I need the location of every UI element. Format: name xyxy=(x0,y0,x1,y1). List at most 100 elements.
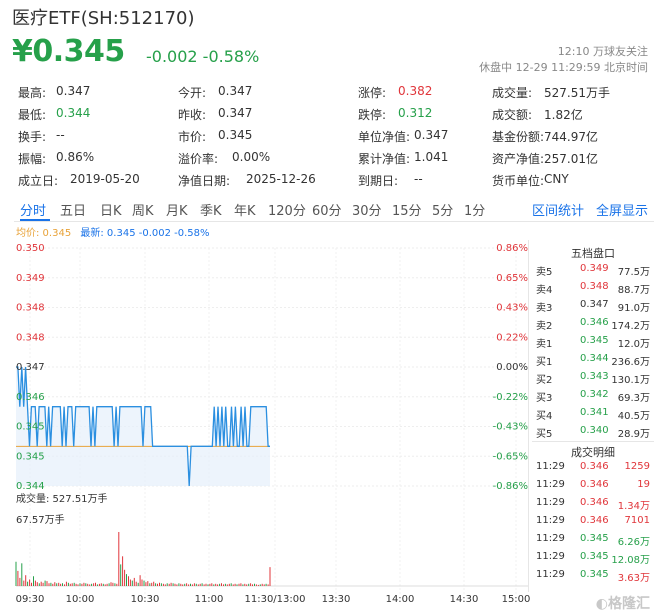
depth-divider xyxy=(528,240,529,592)
stat-label: 到期日: xyxy=(358,174,399,188)
tab-5[interactable]: 季K xyxy=(200,204,222,219)
stat-value: CNY xyxy=(544,172,569,186)
tab-12[interactable]: 1分 xyxy=(464,204,486,219)
level-label: 卖1 xyxy=(536,339,553,350)
trade-time: 11:29 xyxy=(536,515,565,526)
level-volume: 28.9万 xyxy=(617,429,650,440)
stat-value: 0.347 xyxy=(414,128,449,142)
stat-value: 2025-12-26 xyxy=(246,172,316,186)
tab-11[interactable]: 5分 xyxy=(432,204,454,219)
order-book: 五档盘口 卖5 0.349 77.5万 卖4 0.348 88.7万 卖3 0.347 91.0… xyxy=(532,243,654,588)
y-tick-left: 0.344 xyxy=(16,481,45,492)
y-tick-left: 0.350 xyxy=(16,243,45,254)
follower-count[interactable]: 12:10 万球友关注 xyxy=(557,45,648,58)
stat-label: 资产净值: xyxy=(492,152,545,166)
y-tick-left: 0.348 xyxy=(16,332,45,343)
stat-value: 527.51万手 xyxy=(544,86,610,100)
level-label: 买1 xyxy=(536,357,553,368)
y-tick-right: 0.65% xyxy=(496,273,528,284)
tab-2[interactable]: 日K xyxy=(100,204,122,219)
price-area xyxy=(16,367,270,486)
tab-6[interactable]: 年K xyxy=(234,204,256,219)
y-tick-right: -0.22% xyxy=(493,392,528,403)
trade-volume: 3.63万 xyxy=(617,573,650,584)
stat-label: 溢价率: xyxy=(178,152,219,166)
market-status: 休盘中 12-29 11:29:59 北京时间 xyxy=(479,61,648,74)
tab-8[interactable]: 60分 xyxy=(312,204,342,219)
tab-9[interactable]: 30分 xyxy=(352,204,382,219)
stat-label: 最高: xyxy=(18,86,47,100)
stat-label: 成立日: xyxy=(18,174,59,188)
active-tab-indicator xyxy=(20,219,50,221)
y-tick-right: 0.43% xyxy=(496,303,528,314)
order-level: 卖2 0.346 174.2万 xyxy=(532,317,654,335)
stat-value: 257.01亿 xyxy=(544,152,598,166)
y-tick-right: 0.86% xyxy=(496,243,528,254)
stat-label: 最低: xyxy=(18,108,47,122)
y-tick-right: 0.22% xyxy=(496,332,528,343)
stat-value: 0.347 xyxy=(218,84,253,98)
stat-value: 0.86% xyxy=(56,150,95,164)
trade-price: 0.345 xyxy=(580,551,609,562)
level-price: 0.344 xyxy=(580,353,609,364)
level-price: 0.345 xyxy=(580,335,609,346)
stat-value: 744.97亿 xyxy=(544,130,598,144)
trade-row: 11:29 0.346 19 xyxy=(532,479,654,497)
order-level: 买1 0.344 236.6万 xyxy=(532,353,654,371)
trade-time: 11:29 xyxy=(536,479,565,490)
stat-label: 累计净值: xyxy=(358,152,411,166)
order-level: 买5 0.340 28.9万 xyxy=(532,425,654,443)
stat-label: 市价: xyxy=(178,130,207,144)
current-price: ¥0.345 xyxy=(12,34,125,69)
tab-7[interactable]: 120分 xyxy=(268,204,306,219)
y-tick-right: -0.43% xyxy=(493,422,528,433)
level-label: 卖2 xyxy=(536,321,553,332)
x-tick: 13:30 xyxy=(322,594,351,605)
stat-label: 成交量: xyxy=(492,86,533,100)
level-label: 买5 xyxy=(536,429,553,440)
trade-price: 0.346 xyxy=(580,497,609,508)
stats-row: 换手: -- 市价: 0.345 单位净值: 0.347 基金份额: 744.97亿 xyxy=(18,128,654,150)
level-volume: 130.1万 xyxy=(611,375,650,386)
trade-time: 11:29 xyxy=(536,533,565,544)
order-book-title: 五档盘口 xyxy=(571,247,615,260)
level-label: 买4 xyxy=(536,411,553,422)
level-volume: 91.0万 xyxy=(617,303,650,314)
tab-1[interactable]: 五日 xyxy=(60,204,87,219)
level-label: 卖5 xyxy=(536,267,553,278)
period-tabs: 分时 五日 日K 周K 月K 季K 年K 120分 60分 30分 15分 5分 1分 区间统计 全屏显示 xyxy=(14,198,654,221)
trade-price: 0.346 xyxy=(580,461,609,472)
level-volume: 236.6万 xyxy=(611,357,650,368)
trade-detail-title: 成交明细 xyxy=(571,446,615,459)
fullscreen-link[interactable]: 全屏显示 xyxy=(596,204,649,219)
range-stats-link[interactable]: 区间统计 xyxy=(532,204,585,219)
trade-volume: 1259 xyxy=(624,461,650,472)
stats-row: 最高: 0.347 今开: 0.347 涨停: 0.382 成交量: 527.51万手 xyxy=(18,84,654,106)
trade-row: 11:29 0.345 12.08万 xyxy=(532,551,654,569)
trade-time: 11:29 xyxy=(536,461,565,472)
x-tick: 09:30 xyxy=(16,594,45,605)
level-price: 0.346 xyxy=(580,317,609,328)
x-tick: 10:30 xyxy=(131,594,160,605)
stat-value: 0.382 xyxy=(398,84,433,98)
stat-value: -- xyxy=(414,172,423,186)
x-tick: 11:00 xyxy=(195,594,224,605)
y-tick-left: 0.349 xyxy=(16,273,45,284)
stat-value: 0.345 xyxy=(218,128,253,142)
trade-volume: 7101 xyxy=(624,515,650,526)
price-change: -0.002 -0.58% xyxy=(146,47,260,66)
tab-10[interactable]: 15分 xyxy=(392,204,422,219)
trade-row: 11:29 0.345 3.63万 xyxy=(532,569,654,587)
tab-4[interactable]: 月K xyxy=(166,204,188,219)
stat-value: 2019-05-20 xyxy=(70,172,140,186)
level-volume: 40.5万 xyxy=(617,411,650,422)
intraday-chart[interactable]: 0.350 0.349 0.348 0.348 0.347 0.346 0.345 0.345… xyxy=(0,236,530,615)
y-tick-right: 0.00% xyxy=(496,362,528,373)
tab-0[interactable]: 分时 xyxy=(20,204,47,219)
stat-label: 昨收: xyxy=(178,108,207,122)
tabs-divider xyxy=(14,221,654,222)
tab-3[interactable]: 周K xyxy=(132,204,154,219)
y-tick-right: -0.65% xyxy=(493,451,528,462)
stat-label: 货币单位: xyxy=(492,174,545,188)
level-price: 0.342 xyxy=(580,389,609,400)
